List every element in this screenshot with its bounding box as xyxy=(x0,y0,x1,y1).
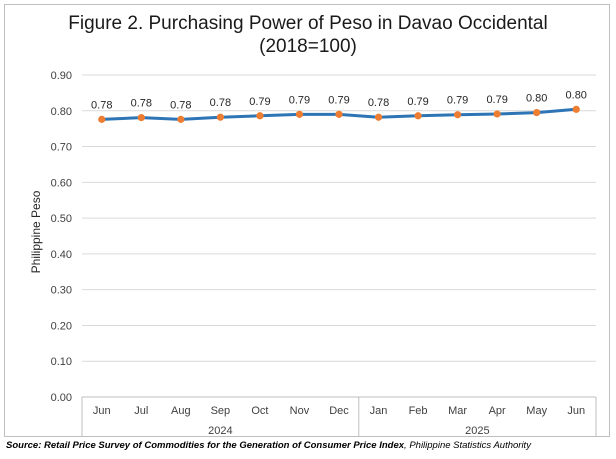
x-group-label: 2024 xyxy=(208,425,232,437)
data-point xyxy=(414,112,422,120)
data-label: 0.79 xyxy=(249,96,270,108)
data-label: 0.79 xyxy=(486,94,507,106)
source-note: Source: Retail Price Survey of Commoditi… xyxy=(6,440,531,451)
chart-title-line1: Figure 2. Purchasing Power of Peso in Da… xyxy=(68,13,548,34)
x-tick-label: Jun xyxy=(567,405,585,417)
data-point xyxy=(216,113,224,121)
data-label: 0.78 xyxy=(170,99,191,111)
x-tick-label: May xyxy=(526,405,547,417)
data-label: 0.78 xyxy=(368,97,389,109)
data-label: 0.80 xyxy=(526,93,547,105)
y-axis-title: Philippine Peso xyxy=(29,190,43,273)
data-point xyxy=(295,110,304,118)
y-tick-label: 0.00 xyxy=(51,392,72,404)
chart-title-line2: (2018=100) xyxy=(259,36,357,57)
data-point xyxy=(177,115,185,123)
data-label: 0.78 xyxy=(91,99,112,111)
source-note-prefix: Source: Retail Price Survey of Commoditi… xyxy=(6,440,405,451)
data-point xyxy=(533,108,541,117)
y-tick-label: 0.50 xyxy=(51,213,72,225)
axes: 0.00 0.10 0.20 0.30 0.40 0.50 0.60 0.70 0.80 0.90… xyxy=(51,70,597,437)
data-label: 0.79 xyxy=(447,95,468,107)
data-label: 0.78 xyxy=(210,97,231,109)
chart-title: Figure 2. Purchasing Power of Peso in Da… xyxy=(0,12,616,58)
chart-frame xyxy=(4,4,610,437)
series-markers xyxy=(98,105,580,123)
data-point xyxy=(256,112,264,120)
y-tick-label: 0.80 xyxy=(51,106,72,118)
x-tick-label: Jan xyxy=(370,405,388,417)
x-tick-label: Oct xyxy=(251,405,268,417)
y-tick-label: 0.70 xyxy=(51,142,72,154)
x-tick-label: Feb xyxy=(409,405,428,417)
y-tick-label: 0.10 xyxy=(51,356,72,368)
data-point xyxy=(454,111,462,119)
x-tick-label: Aug xyxy=(171,405,191,417)
x-tick-label: Apr xyxy=(489,405,506,417)
gridlines xyxy=(82,74,596,398)
x-tick-label: Mar xyxy=(448,405,467,417)
x-tick-label: Dec xyxy=(329,405,349,417)
y-tick-label: 0.90 xyxy=(51,70,72,82)
y-tick-label: 0.30 xyxy=(51,285,72,297)
data-point xyxy=(98,115,106,123)
y-tick-label: 0.60 xyxy=(51,177,72,189)
data-label: 0.79 xyxy=(289,94,310,106)
y-tick-label: 0.40 xyxy=(51,249,72,261)
data-label: 0.78 xyxy=(131,98,152,110)
x-tick-label: Jul xyxy=(134,405,148,417)
data-label: 0.79 xyxy=(328,94,349,106)
data-point xyxy=(335,110,343,118)
data-point xyxy=(572,105,580,113)
source-note-suffix: , Philippine Statistics Authority xyxy=(404,440,531,451)
data-label: 0.79 xyxy=(407,96,428,108)
data-labels: 0.78 0.78 0.78 0.78 0.79 0.79 0.79 0.78 0.79 0.79… xyxy=(91,89,587,111)
x-tick-label: Sep xyxy=(211,405,231,417)
x-tick-label: Jun xyxy=(93,405,111,417)
x-group-label: 2025 xyxy=(465,425,489,437)
y-tick-label: 0.20 xyxy=(51,320,72,332)
data-point xyxy=(493,110,501,118)
data-point xyxy=(137,113,145,122)
data-point xyxy=(374,113,383,121)
x-tick-label: Nov xyxy=(290,405,310,417)
data-label: 0.80 xyxy=(566,89,587,101)
